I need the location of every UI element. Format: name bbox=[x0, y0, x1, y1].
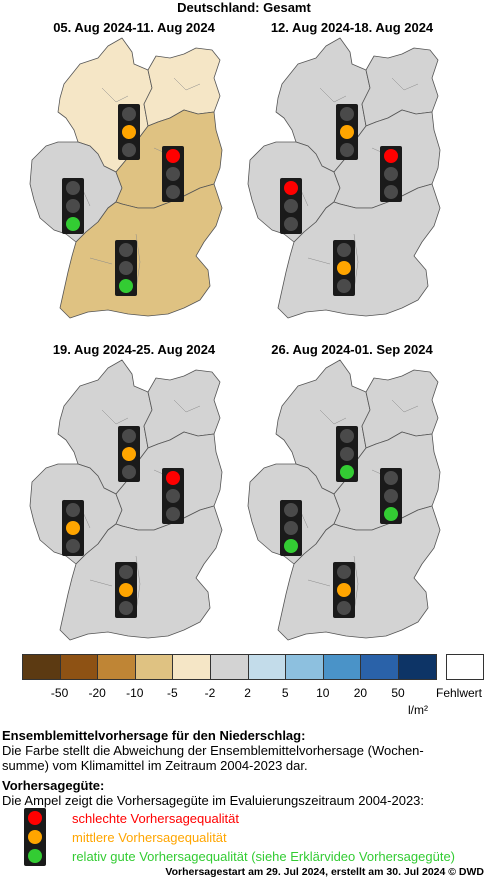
quality-good-label: relativ gute Vorhersagequalität (siehe E… bbox=[72, 849, 456, 864]
legend-color-cell bbox=[360, 654, 399, 680]
region-northeast bbox=[143, 369, 221, 449]
traffic-light-east bbox=[162, 146, 184, 202]
legend-color-cell bbox=[59, 654, 99, 680]
state-border bbox=[319, 409, 347, 425]
region-south bbox=[59, 505, 223, 641]
traffic-light-east bbox=[162, 468, 184, 524]
state-border bbox=[89, 579, 113, 587]
traffic-light-north bbox=[118, 104, 140, 160]
state-border bbox=[307, 257, 331, 265]
region-northeast bbox=[361, 47, 439, 127]
state-border bbox=[353, 233, 359, 291]
map-panel-4 bbox=[247, 359, 441, 641]
region-south bbox=[277, 183, 441, 319]
legend-tick-label: -10 bbox=[126, 686, 144, 700]
legend-tick-label: -2 bbox=[204, 686, 216, 700]
ens-heading: Ensemblemittelvorhersage für den Nieders… bbox=[2, 728, 306, 743]
state-border bbox=[391, 399, 419, 413]
state-border bbox=[173, 399, 201, 413]
footer-credit: Vorhersagestart am 29. Jul 2024, erstell… bbox=[165, 866, 484, 878]
page-title: Deutschland: Gesamt bbox=[177, 0, 311, 15]
state-border bbox=[307, 579, 331, 587]
state-border bbox=[89, 257, 113, 265]
traffic-light-north bbox=[336, 426, 358, 482]
legend-color-cell bbox=[172, 654, 211, 680]
traffic-light-east bbox=[380, 146, 402, 202]
legend-color-cell bbox=[247, 654, 287, 680]
traffic-light-south bbox=[115, 240, 137, 296]
state-border bbox=[135, 555, 141, 613]
legend-color-cell bbox=[134, 654, 174, 680]
legend-unit: l/m² bbox=[408, 703, 428, 717]
legend-color-cell bbox=[398, 654, 437, 680]
legend-color-cell bbox=[22, 654, 61, 680]
region-south bbox=[59, 183, 223, 319]
legend-color-cell bbox=[285, 654, 324, 680]
state-border bbox=[101, 409, 129, 425]
legend-color-cell bbox=[210, 654, 249, 680]
traffic-light-south bbox=[333, 562, 355, 618]
traffic-light-west bbox=[280, 178, 302, 234]
legend-tick-label: 5 bbox=[281, 686, 289, 700]
traffic-light-south bbox=[333, 240, 355, 296]
panel-title-3: 19. Aug 2024-25. Aug 2024 bbox=[52, 342, 216, 357]
region-south bbox=[277, 505, 441, 641]
ens-line-2: summe) vom Klimamittel im Zeitraum 2004-… bbox=[2, 758, 308, 773]
traffic-light-west bbox=[62, 500, 84, 556]
map-panel-3 bbox=[29, 359, 223, 641]
legend-tick-label: 2 bbox=[244, 686, 251, 700]
state-border bbox=[391, 77, 419, 91]
panel-title-4: 26. Aug 2024-01. Sep 2024 bbox=[271, 342, 433, 357]
traffic-light-east bbox=[380, 468, 402, 524]
legend-missing-label: Fehlwert bbox=[436, 686, 483, 700]
legend-tick-label: -20 bbox=[88, 686, 106, 700]
region-northeast bbox=[143, 47, 221, 127]
state-border bbox=[319, 87, 347, 103]
quality-medium-label: mittlere Vorhersagequalität bbox=[72, 830, 227, 845]
panel-title-1: 05. Aug 2024-11. Aug 2024 bbox=[53, 20, 215, 35]
quality-bad-label: schlechte Vorhersagequalität bbox=[72, 811, 239, 826]
traffic-light-west bbox=[62, 178, 84, 234]
quality-line: Die Ampel zeigt die Vorhersagegüte im Ev… bbox=[2, 793, 425, 808]
traffic-light-west bbox=[280, 500, 302, 556]
traffic-light-south bbox=[115, 562, 137, 618]
legend-color-cell bbox=[322, 654, 362, 680]
legend-tick-label: 20 bbox=[353, 686, 368, 700]
state-border bbox=[135, 233, 141, 291]
state-border bbox=[173, 77, 201, 91]
quality-heading: Vorhersagegüte: bbox=[2, 778, 105, 793]
legend-tick-label: -50 bbox=[50, 686, 69, 700]
region-northeast bbox=[361, 369, 439, 449]
panel-title-2: 12. Aug 2024-18. Aug 2024 bbox=[270, 20, 434, 35]
legend-tick-label: 50 bbox=[391, 686, 405, 700]
legend-color-cell bbox=[97, 654, 136, 680]
map-panel-2 bbox=[247, 37, 441, 319]
legend-tick-label: 10 bbox=[316, 686, 330, 700]
traffic-light-north bbox=[336, 104, 358, 160]
legend-traffic-light bbox=[24, 808, 46, 866]
legend-missing-box bbox=[446, 654, 484, 680]
map-panel-1 bbox=[29, 37, 223, 319]
ens-line-1: Die Farbe stellt die Abweichung der Ense… bbox=[2, 743, 424, 758]
legend-tick-label: -5 bbox=[167, 686, 178, 700]
traffic-light-north bbox=[118, 426, 140, 482]
state-border bbox=[101, 87, 129, 103]
state-border bbox=[353, 555, 359, 613]
